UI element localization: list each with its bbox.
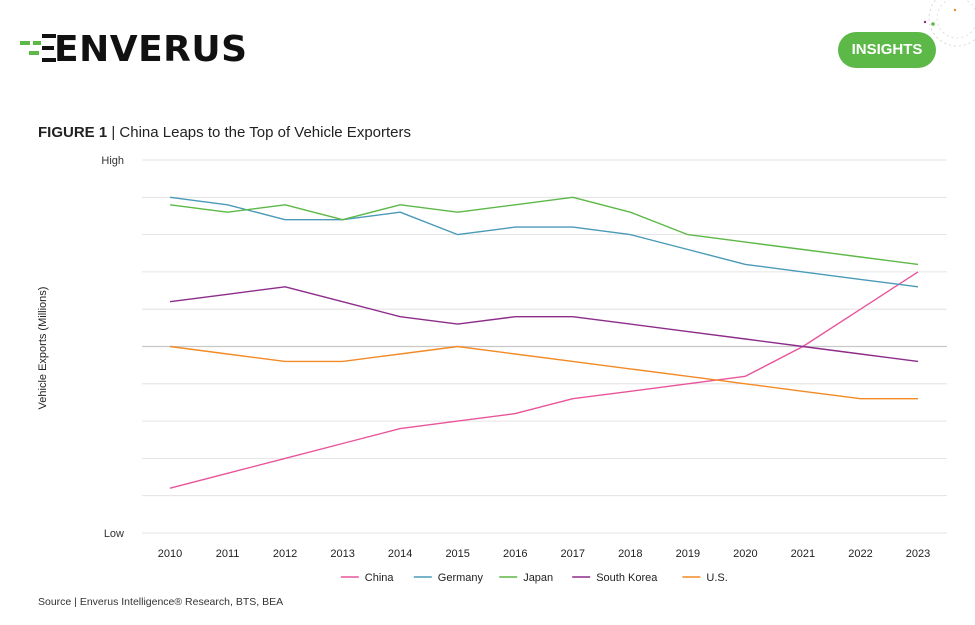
figure-separator: | (107, 124, 120, 141)
corner-decoration-icon (923, 0, 975, 47)
figure-title-text: China Leaps to the Top of Vehicle Export… (119, 124, 411, 141)
series-line-china (169, 271, 919, 489)
figure-title: FIGURE 1 | China Leaps to the Top of Veh… (38, 124, 411, 141)
source-note: Source | Enverus Intelligence® Research,… (38, 596, 284, 608)
figure-label: FIGURE 1 (38, 124, 108, 141)
insights-badge[interactable]: INSIGHTS (838, 32, 936, 68)
series-line-germany (169, 196, 919, 288)
x-tick-label: 2018 (618, 548, 642, 560)
x-tick-label: 2022 (848, 548, 872, 560)
enverus-logo-mark-icon (20, 34, 56, 62)
legend-label-japan: Japan (523, 572, 553, 584)
series-lines (169, 196, 919, 489)
grid-lines (142, 159, 947, 534)
x-tick-label: 2016 (503, 548, 527, 560)
x-tick-label: 2013 (330, 548, 354, 560)
x-tick-label: 2015 (445, 548, 469, 560)
x-tick-label: 2021 (791, 548, 815, 560)
legend-label-u-s: U.S. (706, 572, 727, 584)
y-tick-low: Low (104, 528, 124, 540)
x-tick-label: 2019 (676, 548, 700, 560)
series-line-u-s (169, 345, 918, 400)
y-axis-label: Vehicle Exports (Millions) (37, 287, 49, 410)
x-tick-label: 2012 (273, 548, 297, 560)
x-tick-label: 2010 (158, 548, 182, 560)
x-tick-label: 2011 (216, 548, 240, 560)
x-tick-label: 2020 (733, 548, 757, 560)
series-line-south-korea (169, 286, 919, 363)
x-tick-label: 2017 (561, 548, 585, 560)
x-axis-ticks: 2010 2011 2012 2013 2014 2015 2016 2017 2018 2019… (158, 548, 930, 560)
y-tick-high: High (101, 155, 124, 167)
legend: China Germany Japan South Korea U.S. (340, 572, 728, 584)
logo-text: ENVERUS (54, 29, 248, 70)
series-line-japan (169, 196, 919, 266)
x-tick-label: 2014 (388, 548, 412, 560)
legend-label-south-korea: South Korea (596, 572, 658, 584)
legend-label-germany: Germany (438, 572, 484, 584)
legend-label-china: China (365, 572, 395, 584)
x-tick-label: 2023 (906, 548, 930, 560)
